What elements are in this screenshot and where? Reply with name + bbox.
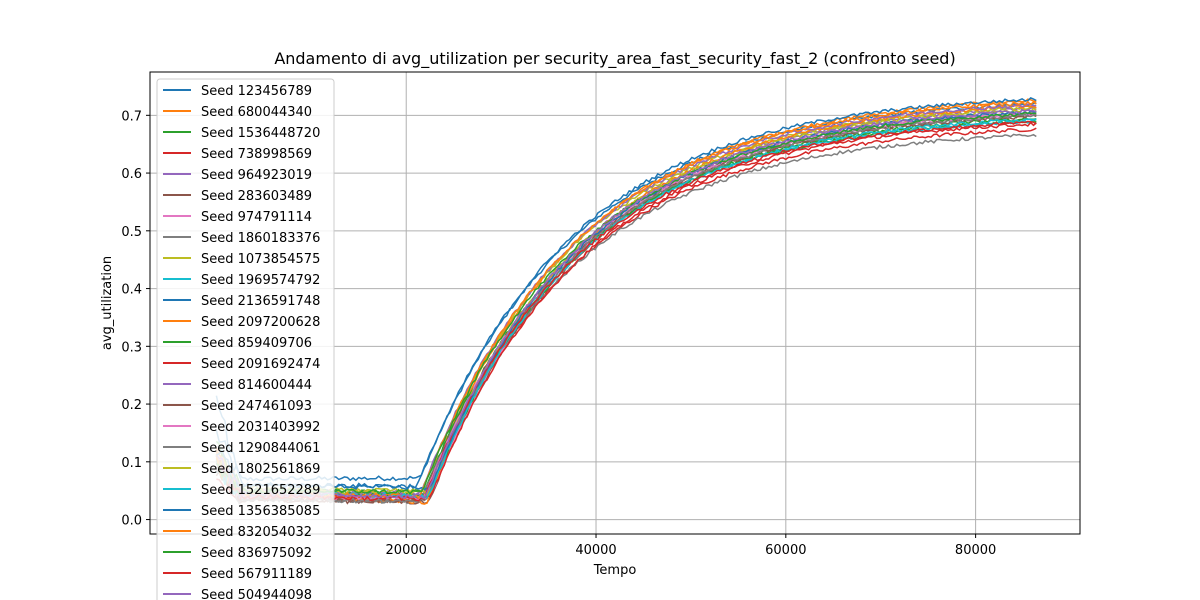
y-tick-label: 0.6 <box>121 167 142 182</box>
legend-entry: Seed 1969574792 <box>201 273 320 288</box>
legend-entry: Seed 567911189 <box>201 567 312 582</box>
series-line <box>215 118 1037 499</box>
legend-entry: Seed 504944098 <box>201 588 312 600</box>
y-tick-label: 0.0 <box>121 514 142 529</box>
series-line <box>215 119 1037 495</box>
series-line <box>216 109 1037 492</box>
legend-entry: Seed 1356385085 <box>201 504 320 519</box>
series-line <box>215 102 1037 482</box>
legend-entry: Seed 2136591748 <box>201 294 320 309</box>
series-line <box>215 97 1037 490</box>
series-line <box>215 107 1037 497</box>
series-line <box>216 120 1037 502</box>
legend-entry: Seed 964923019 <box>201 168 312 183</box>
legend-entry: Seed 680044340 <box>201 105 312 120</box>
y-axis-ticks: 0.0 0.1 0.2 0.3 0.4 0.5 0.6 0.7 <box>121 109 150 529</box>
legend-box <box>156 78 335 600</box>
series-line <box>216 112 1037 501</box>
series-line <box>215 104 1037 505</box>
legend: Seed 123456789 Seed 680044340 Seed 1536448… <box>156 78 335 600</box>
x-tick-label: 60000 <box>765 543 806 558</box>
y-tick-label: 0.4 <box>121 283 142 298</box>
series-line <box>215 110 1037 500</box>
legend-entry: Seed 1860183376 <box>201 231 320 246</box>
legend-entry: Seed 2097200628 <box>201 315 320 330</box>
series-line <box>215 108 1037 500</box>
legend-entry: Seed 247461093 <box>201 399 312 414</box>
series-line <box>215 127 1037 504</box>
legend-entry: Seed 738998569 <box>201 147 312 162</box>
y-tick-label: 0.2 <box>121 398 142 413</box>
series-line <box>216 121 1037 504</box>
series-line <box>215 111 1037 496</box>
series-line <box>216 119 1037 501</box>
series-line <box>215 113 1037 505</box>
series-lines <box>215 97 1037 505</box>
series-line <box>215 116 1037 502</box>
series-line <box>215 98 1037 502</box>
series-line <box>215 133 1037 505</box>
x-axis-label: Tempo <box>593 563 637 578</box>
legend-entry: Seed 1073854575 <box>201 252 320 267</box>
plot-frame <box>149 71 1081 535</box>
y-tick-label: 0.1 <box>121 456 142 471</box>
legend-entry: Seed 123456789 <box>201 84 312 99</box>
legend-entry: Seed 1536448720 <box>201 126 320 141</box>
x-tick-label: 20000 <box>386 543 427 558</box>
legend-entry: Seed 1521652289 <box>201 483 320 498</box>
legend-entry: Seed 836975092 <box>201 546 312 561</box>
series-line <box>215 105 1037 494</box>
y-axis-label: avg_utilization <box>100 256 115 350</box>
legend-entry: Seed 2091692474 <box>201 357 320 372</box>
x-axis-ticks: 20000 40000 60000 80000 <box>386 534 996 558</box>
x-tick-label: 80000 <box>955 543 996 558</box>
legend-entry: Seed 974791114 <box>201 210 312 225</box>
series-line <box>215 100 1037 500</box>
legend-entry: Seed 2031403992 <box>201 420 320 435</box>
legend-entry: Seed 832054032 <box>201 525 312 540</box>
series-line <box>215 103 1037 501</box>
legend-entry: Seed 1802561869 <box>201 462 320 477</box>
y-tick-label: 0.3 <box>121 340 142 355</box>
legend-entry: Seed 283603489 <box>201 189 312 204</box>
chart-title: Andamento di avg_utilization per securit… <box>274 49 955 69</box>
series-line <box>215 113 1037 505</box>
y-tick-label: 0.5 <box>121 225 142 240</box>
x-tick-label: 40000 <box>575 543 616 558</box>
y-tick-label: 0.7 <box>121 109 142 124</box>
legend-entry: Seed 859409706 <box>201 336 312 351</box>
legend-entry: Seed 1290844061 <box>201 441 320 456</box>
legend-entry: Seed 814600444 <box>201 378 312 393</box>
series-line <box>215 106 1037 499</box>
